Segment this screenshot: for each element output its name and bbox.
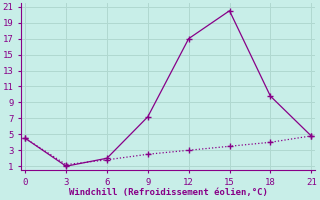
X-axis label: Windchill (Refroidissement éolien,°C): Windchill (Refroidissement éolien,°C) — [69, 188, 268, 197]
